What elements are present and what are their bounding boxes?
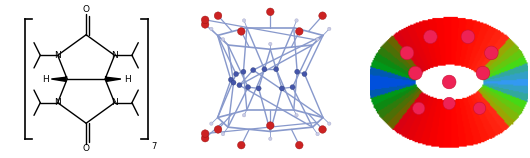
Circle shape (242, 19, 246, 22)
Circle shape (473, 102, 485, 114)
Text: N: N (111, 51, 118, 60)
Circle shape (328, 122, 331, 125)
Circle shape (262, 67, 267, 72)
Circle shape (214, 12, 222, 19)
Circle shape (267, 122, 274, 129)
Circle shape (242, 113, 246, 117)
Circle shape (484, 46, 498, 60)
Text: H: H (42, 75, 48, 83)
Text: N: N (54, 51, 61, 60)
Circle shape (461, 30, 475, 44)
Circle shape (237, 141, 245, 149)
Circle shape (443, 97, 455, 110)
Text: 7: 7 (151, 142, 156, 151)
Circle shape (279, 86, 285, 91)
Circle shape (295, 19, 298, 22)
Text: N: N (54, 98, 61, 107)
Text: O: O (83, 5, 90, 14)
Circle shape (316, 132, 320, 136)
Circle shape (201, 21, 209, 28)
Circle shape (443, 75, 456, 89)
Circle shape (273, 67, 279, 72)
Circle shape (241, 69, 246, 74)
Polygon shape (105, 77, 121, 81)
Circle shape (201, 134, 209, 142)
Text: N: N (111, 98, 118, 107)
Circle shape (295, 69, 299, 74)
Circle shape (201, 16, 209, 24)
Circle shape (400, 46, 414, 60)
Circle shape (423, 30, 437, 44)
Circle shape (302, 72, 307, 77)
Polygon shape (51, 77, 67, 81)
Circle shape (267, 8, 274, 16)
Circle shape (319, 12, 326, 19)
Circle shape (214, 126, 222, 133)
Circle shape (201, 130, 209, 137)
Circle shape (409, 66, 422, 80)
Circle shape (290, 85, 295, 90)
Circle shape (234, 72, 238, 77)
Circle shape (413, 102, 425, 114)
Circle shape (237, 28, 245, 35)
Circle shape (231, 80, 236, 85)
Circle shape (269, 137, 272, 140)
Circle shape (209, 27, 213, 31)
Circle shape (328, 27, 331, 31)
Circle shape (319, 126, 326, 133)
Text: O: O (83, 144, 90, 153)
Circle shape (296, 141, 303, 149)
Circle shape (245, 85, 251, 90)
Circle shape (316, 38, 320, 41)
Circle shape (251, 68, 255, 73)
Circle shape (295, 113, 298, 117)
Circle shape (269, 42, 272, 46)
Circle shape (476, 66, 490, 80)
Circle shape (221, 132, 225, 136)
Circle shape (256, 86, 261, 91)
Text: H: H (124, 75, 130, 83)
Circle shape (228, 77, 233, 82)
Circle shape (221, 38, 225, 41)
Circle shape (209, 122, 213, 125)
Circle shape (296, 28, 303, 35)
Circle shape (237, 83, 242, 88)
